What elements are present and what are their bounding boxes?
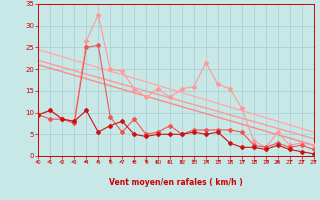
X-axis label: Vent moyen/en rafales ( km/h ): Vent moyen/en rafales ( km/h ) bbox=[109, 178, 243, 187]
